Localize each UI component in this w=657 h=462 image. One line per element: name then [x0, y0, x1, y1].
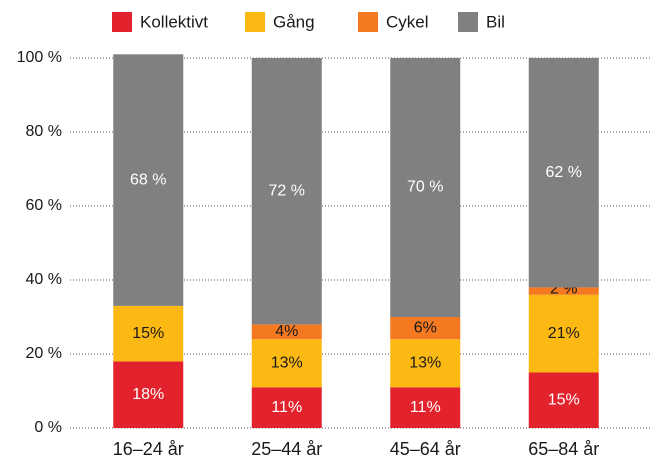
bar-segment — [251, 339, 322, 388]
x-tick-label: 45–64 år — [390, 439, 461, 459]
y-tick-label: 100 % — [17, 49, 62, 66]
y-tick-label: 0 % — [34, 419, 62, 436]
x-tick-label: 25–44 år — [251, 439, 322, 459]
x-tick-label: 16–24 år — [113, 439, 184, 459]
value-label: 6% — [414, 319, 437, 336]
legend-swatch — [458, 12, 478, 32]
bar-segment — [528, 294, 599, 373]
value-label: 70 % — [407, 179, 443, 196]
y-tick-label: 60 % — [26, 197, 62, 214]
value-label: 13% — [271, 354, 303, 371]
value-label: 15% — [132, 325, 164, 342]
value-label: 11% — [271, 399, 302, 416]
legend-swatch — [245, 12, 265, 32]
value-label: 62 % — [546, 164, 582, 181]
x-tick-label: 65–84 år — [528, 439, 599, 459]
bar-segment — [528, 372, 599, 428]
y-tick-label: 20 % — [26, 345, 62, 362]
bar-segment — [528, 287, 599, 295]
legend-label: Gång — [273, 12, 315, 31]
bar-segment — [113, 361, 184, 428]
value-label: 4% — [275, 323, 298, 340]
bar-segment — [251, 324, 322, 340]
legend-label: Bil — [486, 12, 505, 31]
legend-label: Kollektivt — [140, 12, 208, 31]
value-label: 18% — [132, 386, 164, 403]
y-tick-label: 80 % — [26, 123, 62, 140]
value-label: 72 % — [269, 182, 305, 199]
bar-segment — [390, 387, 461, 428]
bar-segment — [251, 58, 322, 325]
bar-segment — [528, 58, 599, 288]
bar-segment — [390, 339, 461, 388]
legend-swatch — [112, 12, 132, 32]
legend-label: Cykel — [386, 12, 429, 31]
bar-segment — [390, 317, 461, 340]
y-tick-label: 40 % — [26, 271, 62, 288]
legend-swatch — [358, 12, 378, 32]
value-label: 11% — [410, 399, 441, 416]
value-label: 15% — [548, 391, 580, 408]
bar-segment — [390, 58, 461, 317]
value-label: 68 % — [130, 171, 166, 188]
bar-segment — [251, 387, 322, 428]
value-label: 13% — [409, 354, 441, 371]
bar-segment — [113, 54, 184, 306]
value-label: 21% — [548, 325, 580, 342]
bar-segment — [113, 305, 184, 362]
